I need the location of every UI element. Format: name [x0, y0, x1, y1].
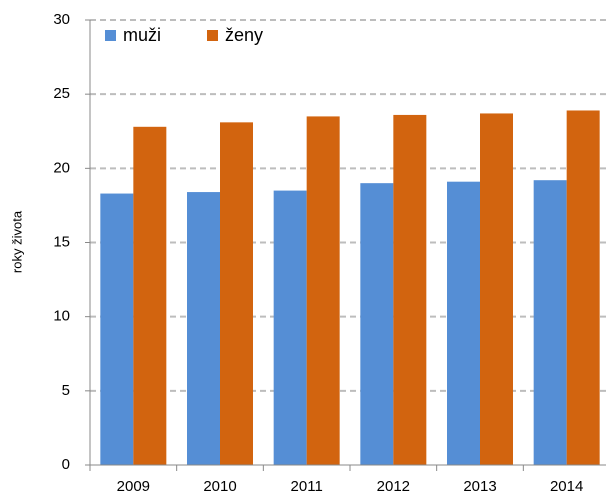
- y-axis-label: roky života: [9, 210, 24, 273]
- bar: [566, 110, 600, 465]
- y-tick-label: 5: [62, 382, 70, 399]
- bar: [360, 183, 394, 465]
- y-tick-label: 25: [53, 85, 70, 102]
- x-tick-label: 2014: [550, 478, 583, 495]
- legend-label: muži: [123, 25, 161, 45]
- x-tick-label: 2009: [117, 478, 150, 495]
- legend-swatch: [105, 30, 116, 41]
- bar: [447, 181, 480, 465]
- x-tick-label: 2013: [463, 478, 496, 495]
- x-tick-label: 2011: [291, 478, 323, 495]
- bar: [393, 114, 427, 465]
- bar: [100, 193, 134, 466]
- y-tick-label: 30: [53, 11, 70, 28]
- y-tick-label: 0: [62, 456, 70, 473]
- bar: [533, 180, 567, 465]
- y-tick-label: 15: [53, 233, 70, 250]
- bar: [273, 190, 307, 466]
- bar: [220, 122, 253, 465]
- bar: [306, 116, 340, 466]
- legend-label: ženy: [225, 25, 263, 45]
- bar: [133, 126, 167, 466]
- y-tick-label: 20: [53, 159, 70, 176]
- bar: [480, 113, 513, 465]
- bar: [187, 192, 220, 466]
- y-tick-label: 10: [53, 308, 70, 325]
- x-tick-label: 2010: [203, 478, 236, 495]
- x-tick-label: 2012: [377, 478, 410, 495]
- legend-swatch: [207, 30, 218, 41]
